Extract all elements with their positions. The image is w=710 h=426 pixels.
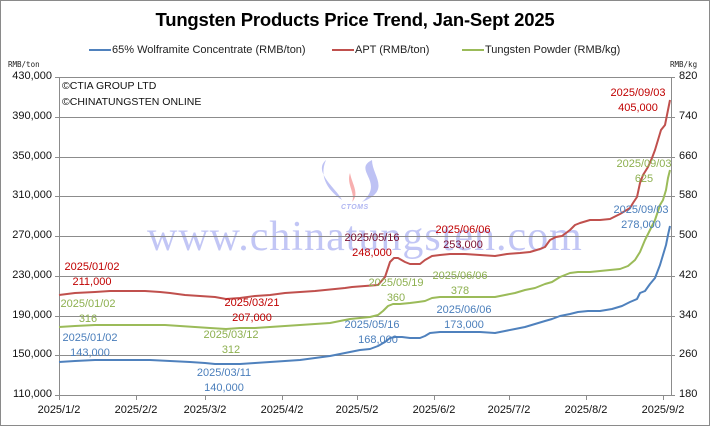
x-tick: 2025/9/2	[641, 404, 685, 416]
x-tick: 2025/3/2	[183, 404, 227, 416]
y-right-tick: 500	[679, 229, 698, 241]
apt-annotation-value: 253,000	[443, 239, 483, 251]
wolframite-annotation-date: 2025/09/03	[613, 204, 669, 216]
x-tick: 2025/4/2	[260, 404, 304, 416]
apt-annotation-date: 2025/01/02	[64, 261, 120, 273]
powder-annotation-value: 378	[450, 285, 470, 297]
y-left-tick: 270,000	[12, 229, 52, 241]
legend-label-powder: Tungsten Powder (RMB/kg)	[485, 44, 621, 56]
legend-swatch-powder	[462, 48, 484, 52]
copyright-line-2: ©CHINATUNGSTEN ONLINE	[62, 96, 202, 108]
powder-annotation-value: 360	[386, 292, 406, 304]
legend-item-wolframite: 65% Wolframite Concentrate (RMB/ton)	[89, 44, 306, 56]
apt-annotation-date: 2025/06/06	[435, 224, 491, 236]
powder-annotation-date: 2025/09/03	[616, 158, 672, 170]
apt-annotation-value: 211,000	[72, 276, 112, 288]
wolframite-annotation-date: 2025/05/16	[344, 319, 400, 331]
apt-annotation-date: 2025/03/21	[224, 297, 280, 309]
x-tick: 2025/2/2	[114, 404, 158, 416]
series-line-wolframite	[58, 225, 671, 365]
y-left-tick: 350,000	[12, 150, 52, 162]
legend-item-powder: Tungsten Powder (RMB/kg)	[462, 44, 620, 56]
wolframite-annotation-value: 168,000	[358, 334, 398, 346]
axes	[55, 77, 675, 400]
y-right-tick: 340	[679, 309, 698, 321]
y-right-tick: 580	[679, 189, 698, 201]
x-tick: 2025/7/2	[487, 404, 531, 416]
powder-annotation-date: 2025/06/06	[432, 270, 488, 282]
powder-annotation-value: 312	[221, 344, 241, 356]
series-line-powder	[58, 169, 671, 330]
y-left-tick: 390,000	[12, 110, 52, 122]
y-right-tick: 740	[679, 110, 698, 122]
wolframite-annotation-value: 278,000	[621, 219, 661, 231]
wolframite-annotation-date: 2025/06/06	[436, 304, 492, 316]
y-right-tick: 180	[679, 388, 698, 400]
wolframite-annotation-date: 2025/03/11	[196, 367, 252, 379]
y-left-tick: 150,000	[12, 348, 52, 360]
wolframite-annotation-value: 173,000	[444, 319, 484, 331]
powder-annotation-date: 2025/03/12	[203, 329, 259, 341]
legend-item-apt: APT (RMB/ton)	[332, 44, 429, 56]
y-left-tick: 430,000	[12, 70, 52, 82]
gridlines	[59, 77, 671, 396]
chart-legend: 65% Wolframite Concentrate (RMB/ton) APT…	[0, 44, 710, 58]
apt-annotation-date: 2025/05/16	[344, 232, 400, 244]
legend-label-apt: APT (RMB/ton)	[355, 44, 430, 56]
y-left-tick: 310,000	[12, 189, 52, 201]
powder-annotation-date: 2025/05/19	[368, 277, 424, 289]
y-right-tick: 420	[679, 269, 698, 281]
y-right-tick: 660	[679, 150, 698, 162]
copyright-line-1: ©CTIA GROUP LTD	[62, 80, 157, 92]
wolframite-annotation-date: 2025/01/02	[62, 332, 118, 344]
apt-annotation-value: 405,000	[618, 102, 658, 114]
x-tick: 2025/5/2	[335, 404, 379, 416]
y-left-tick: 230,000	[12, 269, 52, 281]
wolframite-annotation-value: 143,000	[70, 347, 110, 359]
left-axis-unit: RMB/ton	[8, 60, 40, 69]
powder-annotation-value: 625	[634, 173, 654, 185]
series-line-apt	[58, 99, 671, 300]
apt-annotation-value: 207,000	[232, 312, 272, 324]
y-right-tick: 820	[679, 70, 698, 82]
x-tick: 2025/6/2	[412, 404, 456, 416]
y-left-tick: 110,000	[13, 388, 52, 400]
legend-swatch-wolframite	[89, 48, 111, 52]
powder-annotation-date: 2025/01/02	[60, 298, 116, 310]
powder-annotation-value: 316	[78, 313, 98, 325]
legend-swatch-apt	[332, 48, 354, 52]
chart-title: Tungsten Products Price Trend, Jan-Sept …	[155, 9, 555, 30]
apt-annotation-date: 2025/09/03	[610, 87, 666, 99]
x-tick: 2025/1/2	[37, 404, 81, 416]
y-left-tick: 190,000	[12, 309, 52, 321]
legend-label-wolframite: 65% Wolframite Concentrate (RMB/ton)	[112, 44, 306, 56]
right-axis-unit: RMB/kg	[670, 60, 698, 69]
logo-text: CTOMS	[341, 204, 369, 211]
apt-annotation-value: 248,000	[352, 247, 392, 259]
wolframite-annotation-value: 140,000	[204, 382, 244, 394]
x-tick: 2025/8/2	[564, 404, 608, 416]
y-right-tick: 260	[679, 348, 698, 360]
